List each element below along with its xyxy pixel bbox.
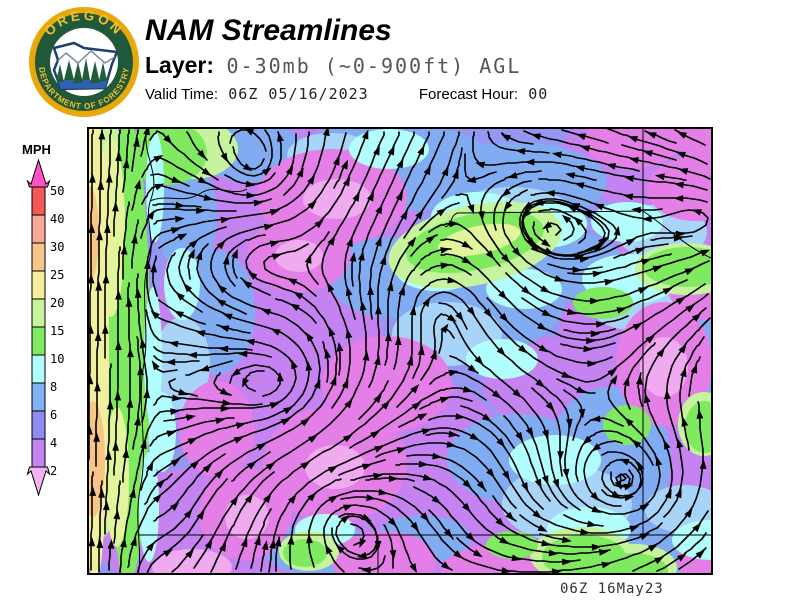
colorbar-segment	[31, 354, 46, 384]
colorbar-bottom-arrow	[26, 466, 51, 497]
colorbar-tick-label: 30	[50, 240, 64, 254]
valid-time-label: Valid Time:	[145, 86, 219, 103]
colorbar-tick-label: 8	[50, 380, 57, 394]
colorbar-tick-label: 10	[50, 352, 64, 366]
forecast-hour-label: Forecast Hour:	[418, 86, 519, 103]
colorbar-tick-label: 40	[50, 212, 64, 226]
odf-logo: OREGON DEPARTMENT OF FORESTRY	[29, 7, 139, 117]
colorbar-top-arrow	[26, 158, 51, 188]
forecast-hour-value: 00	[528, 85, 549, 103]
layer-row: Layer: 0-30mb (~0-900ft) AGL	[145, 52, 548, 79]
map-timestamp: 06Z 16May23	[560, 581, 664, 597]
colorbar-tick-label: 6	[50, 408, 57, 422]
colorbar-segment	[31, 298, 46, 328]
colorbar-tick-label: 20	[50, 296, 64, 310]
colorbar-scale: 50 40 30 25 20 15 10 8 6 4 2	[26, 158, 64, 497]
wind-speed-colorbar: MPH 50 40 30 25 20 15 10 8 6 4 2	[22, 142, 64, 497]
geo-boundaries-layer	[137, 127, 713, 575]
colorbar-segment	[31, 214, 46, 244]
header: NAM Streamlines Layer: 0-30mb (~0-900ft)…	[145, 14, 548, 103]
district-boundary-wiggle	[444, 212, 458, 228]
colorbar-unit-label: MPH	[22, 142, 51, 157]
colorbar-tick-label: 15	[50, 324, 64, 338]
colorbar-tick-label: 4	[50, 436, 57, 450]
colorbar-segment	[31, 270, 46, 300]
colorbar-tick-label: 50	[50, 184, 64, 198]
colorbar-segment	[31, 242, 46, 272]
layer-label: Layer:	[145, 52, 215, 78]
layer-value: 0-30mb (~0-900ft) AGL	[226, 54, 522, 78]
colorbar-segment	[31, 438, 46, 468]
colorbar-segment	[31, 382, 46, 412]
colorbar-segment	[31, 186, 46, 216]
map-border	[87, 127, 713, 575]
colorbar-tick-label: 25	[50, 268, 64, 282]
streamline-arrows-layer	[87, 127, 711, 575]
valid-time-value: 06Z 05/16/2023	[228, 85, 369, 103]
logo-oregon-scene	[52, 41, 119, 91]
colorbar-tick-label: 2	[50, 464, 57, 478]
coastline	[137, 127, 155, 575]
time-row: Valid Time: 06Z 05/16/2023 Forecast Hour…	[145, 85, 548, 103]
river	[149, 188, 248, 202]
colorbar-segment	[31, 410, 46, 440]
district-boundary-horizontal	[456, 210, 644, 214]
page-title: NAM Streamlines	[145, 14, 392, 47]
streamline-map	[87, 127, 713, 575]
colorbar-segment	[31, 326, 46, 356]
